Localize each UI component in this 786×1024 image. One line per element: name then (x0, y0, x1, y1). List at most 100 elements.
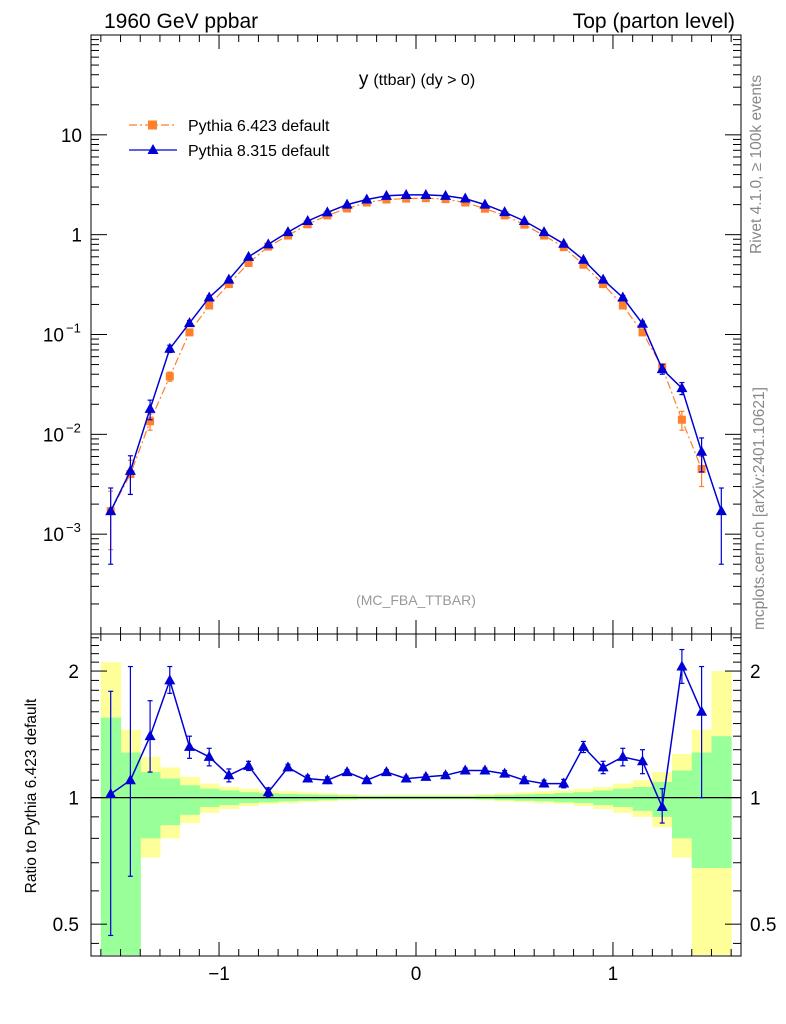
data-point-pythia6 (599, 280, 608, 289)
ratio-data-point (361, 774, 373, 785)
data-point-pythia6 (480, 204, 489, 213)
ratio-data-point (282, 761, 294, 772)
data-point-pythia8 (183, 317, 195, 328)
ratio-band-inner (140, 772, 161, 839)
data-point-pythia8 (656, 363, 668, 374)
ratio-y-tick-label-right: 2 (750, 662, 761, 683)
data-point-pythia6 (205, 301, 214, 310)
x-tick-label: 0 (411, 964, 422, 985)
ratio-bands (91, 662, 741, 955)
data-point-pythia8 (361, 193, 373, 204)
x-tick-label: 1 (608, 964, 619, 985)
ratio-data-point (302, 772, 314, 783)
data-point-pythia6 (618, 301, 627, 310)
main-y-tick-label: 10 (43, 425, 64, 446)
data-point-pythia6 (677, 415, 686, 424)
ratio-data-point (183, 740, 195, 751)
ratio-data-point (124, 774, 136, 785)
data-point-pythia8 (243, 250, 255, 261)
data-point-pythia8 (400, 188, 412, 199)
ratio-y-tick-label-left: 0.5 (53, 915, 79, 936)
data-point-pythia8 (715, 505, 727, 516)
data-point-pythia8 (577, 253, 589, 264)
data-point-pythia8 (696, 445, 708, 456)
ratio-data-point (597, 761, 609, 772)
ratio-data-point (400, 772, 412, 783)
ratio-data-point (696, 705, 708, 716)
ratio-data-point (203, 750, 215, 761)
ratio-data-point (341, 766, 353, 777)
ratio-data-point (577, 740, 589, 751)
legend-marker-pythia8 (147, 144, 159, 154)
ratio-series-layer (105, 648, 708, 937)
ratio-data-point (479, 764, 491, 775)
ratio-y-tick-label-left: 1 (68, 789, 79, 810)
data-point-pythia8 (558, 237, 570, 248)
main-y-tick-label: 10 (43, 525, 64, 546)
ratio-data-point (538, 777, 550, 788)
side-mcplots-label: mcplots.cern.ch [arXiv:2401.10621] (751, 387, 768, 630)
main-series-layer (105, 188, 727, 565)
data-point-pythia8 (518, 215, 530, 226)
ratio-data-point (223, 769, 235, 780)
main-y-tick-label: 10 (43, 326, 64, 347)
x-tick-label: −1 (208, 964, 230, 985)
main-y-tick-exponent: −3 (66, 520, 81, 535)
watermark-label: (MC_FBA_TTBAR) (356, 592, 476, 608)
ratio-data-point (558, 777, 570, 788)
data-point-pythia8 (203, 291, 215, 302)
data-point-pythia8 (321, 206, 333, 217)
ratio-y-tick-label-right: 1 (750, 789, 761, 810)
data-point-pythia8 (499, 206, 511, 217)
header-right: Top (parton level) (573, 10, 735, 33)
data-point-pythia6 (638, 328, 647, 337)
data-point-pythia6 (224, 280, 233, 289)
legend-label-pythia6: Pythia 6.423 default (188, 118, 330, 135)
ratio-data-point (420, 770, 432, 781)
legend-entry-pythia8: Pythia 8.315 default (129, 143, 330, 160)
ratio-data-point (656, 800, 668, 811)
data-point-pythia6 (165, 372, 174, 381)
data-point-pythia8 (440, 189, 452, 200)
ratio-data-point (262, 786, 274, 797)
ratio-data-point (380, 766, 392, 777)
data-point-pythia6 (579, 260, 588, 269)
series-line-pythia6 (110, 197, 703, 512)
data-point-pythia8 (124, 464, 136, 475)
ratio-band-inner (691, 752, 712, 869)
data-point-pythia8 (341, 198, 353, 209)
data-point-pythia8 (637, 317, 649, 328)
ratio-axes (90, 633, 742, 957)
data-point-pythia8 (302, 215, 314, 226)
data-point-pythia6 (185, 328, 194, 337)
ratio-band-inner (632, 786, 653, 811)
legend-marker-pythia6 (148, 120, 157, 130)
ratio-data-point (105, 787, 117, 798)
ratio-band-inner (159, 778, 181, 826)
ratio-data-point (243, 759, 255, 770)
ratio-band-inner (179, 785, 200, 815)
main-title-main: y (359, 69, 369, 90)
header-left: 1960 GeV ppbar (104, 10, 258, 33)
data-point-pythia6 (244, 259, 253, 268)
ratio-y-tick-label-right: 0.5 (750, 915, 776, 936)
ratio-data-point (440, 769, 452, 780)
data-point-pythia8 (459, 192, 471, 203)
ratio-data-point (637, 755, 649, 766)
ratio-data-point (459, 764, 471, 775)
legend-label-pythia8: Pythia 8.315 default (188, 143, 330, 160)
ratio-data-point (617, 750, 629, 761)
data-point-pythia8 (262, 238, 274, 249)
ratio-data-point (144, 730, 156, 741)
data-point-pythia8 (164, 342, 176, 353)
data-point-pythia8 (144, 402, 156, 413)
ratio-data-point (518, 774, 530, 785)
main-y-tick-label: 1 (71, 226, 82, 247)
data-point-pythia8 (676, 382, 688, 393)
data-point-pythia6 (146, 417, 155, 426)
ratio-band-inner (711, 736, 732, 869)
legend-entry-pythia6: Pythia 6.423 default (129, 118, 330, 135)
